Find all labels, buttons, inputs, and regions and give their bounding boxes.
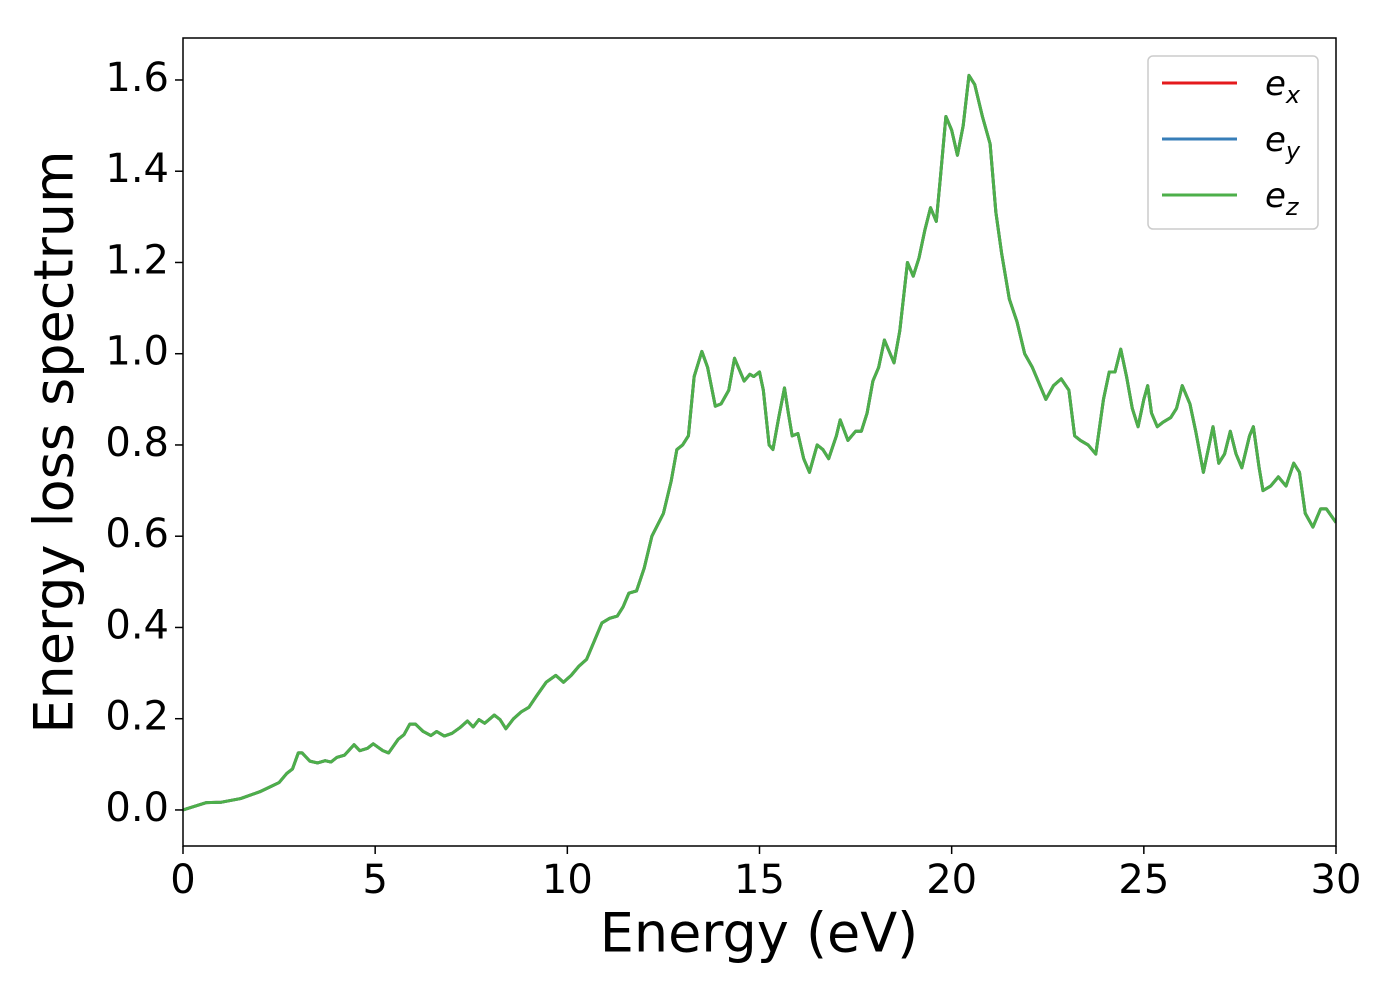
- legend-label: ex: [1265, 64, 1301, 109]
- x-axis-label: Energy (eV): [600, 902, 919, 965]
- y-tick-label: 0.2: [105, 694, 169, 740]
- legend-label: ey: [1265, 120, 1301, 165]
- x-tick-label: 0: [170, 857, 195, 903]
- x-tick-label: 30: [1311, 857, 1362, 903]
- x-tick-label: 25: [1118, 857, 1169, 903]
- x-tick-label: 10: [542, 857, 593, 903]
- y-tick-label: 1.6: [105, 55, 169, 101]
- x-tick-label: 15: [734, 857, 785, 903]
- y-tick-label: 1.0: [105, 329, 169, 375]
- y-axis-label: Energy loss spectrum: [23, 150, 86, 733]
- legend-box: [1147, 55, 1319, 230]
- legend: ex ey ez: [1147, 55, 1319, 230]
- legend-label: ez: [1265, 176, 1300, 221]
- y-tick-label: 1.4: [105, 146, 169, 192]
- x-tick-label: 5: [362, 857, 387, 903]
- series-line: [183, 73, 1336, 812]
- x-tick-label: 20: [926, 857, 977, 903]
- y-tick-label: 0.4: [105, 602, 169, 648]
- y-tick-label: 0.8: [105, 420, 169, 466]
- y-tick-label: 0.6: [105, 511, 169, 557]
- plot-frame: [182, 37, 1337, 847]
- y-tick-label: 0.0: [105, 785, 169, 831]
- y-tick-label: 1.2: [105, 237, 169, 283]
